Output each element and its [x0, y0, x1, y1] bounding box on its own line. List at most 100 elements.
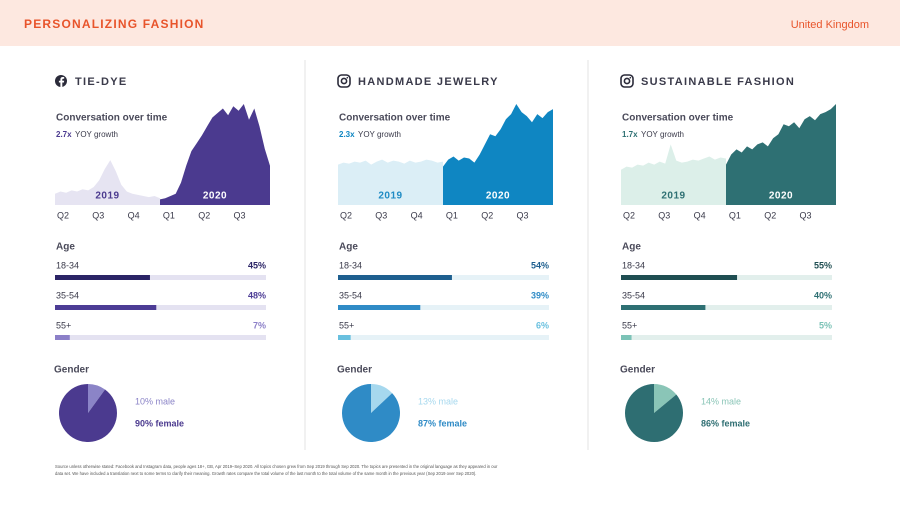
pie-slice — [654, 384, 677, 413]
pie-slice — [625, 384, 683, 442]
panel: TIE-DYE Conversation over time 2.7x YOY gro… — [54, 75, 270, 442]
age-bar — [338, 305, 421, 310]
x-tick-label: Q2 — [623, 210, 635, 220]
age-label: 35-54 — [56, 290, 79, 300]
x-tick-label: Q1 — [163, 210, 175, 220]
series-label: 2019 — [378, 191, 402, 202]
gender-title: Gender — [54, 365, 89, 376]
age-value: 6% — [536, 320, 549, 330]
age-track — [621, 305, 832, 310]
age-label: 35-54 — [622, 290, 645, 300]
gender-title: Gender — [620, 365, 655, 376]
age-value: 45% — [248, 260, 266, 270]
age-label: 35-54 — [339, 290, 362, 300]
chart-title: Conversation over time — [339, 113, 451, 124]
series-label: 2020 — [203, 191, 227, 202]
pie-label: 10% male — [135, 396, 175, 406]
area — [338, 159, 443, 205]
age-value: 48% — [248, 290, 266, 300]
chart-title: Conversation over time — [622, 113, 734, 124]
age-bar — [621, 305, 706, 310]
series-label: 2019 — [661, 191, 685, 202]
age-track — [55, 335, 266, 340]
growth-label: YOY growth — [641, 130, 684, 139]
area — [726, 104, 836, 205]
age-track — [55, 305, 266, 310]
pie-slice — [371, 384, 393, 413]
chart-title: Conversation over time — [56, 113, 168, 124]
age-value: 7% — [253, 320, 266, 330]
age-track — [338, 305, 549, 310]
growth-value: 2.7x — [56, 130, 72, 139]
series-label: 2020 — [486, 191, 510, 202]
pie-label: 87% female — [418, 418, 467, 428]
x-tick-label: Q3 — [92, 210, 104, 220]
instagram-icon — [620, 74, 634, 88]
age-label: 55+ — [622, 320, 637, 330]
x-tick-label: Q4 — [128, 210, 140, 220]
series-label: 2019 — [95, 191, 119, 202]
series-label: 2020 — [769, 191, 793, 202]
panel-title: SUSTAINABLE FASHION — [641, 76, 795, 88]
footnote: Source unless otherwise stated: Facebook… — [55, 464, 498, 469]
age-title: Age — [339, 242, 358, 253]
panel-title: HANDMADE JEWELRY — [358, 76, 499, 88]
growth-value: 1.7x — [622, 130, 638, 139]
pie-slice — [58, 384, 117, 442]
instagram-icon-lens — [340, 77, 348, 85]
x-tick-label: Q2 — [764, 210, 776, 220]
facebook-icon-f — [58, 77, 65, 88]
x-tick-label: Q3 — [658, 210, 670, 220]
area — [621, 144, 726, 205]
age-value: 5% — [819, 320, 832, 330]
panel: SUSTAINABLE FASHION Conversation over tim… — [620, 74, 836, 442]
age-track — [621, 335, 832, 340]
instagram-icon — [337, 74, 351, 88]
x-tick-label: Q2 — [340, 210, 352, 220]
age-label: 55+ — [56, 320, 71, 330]
growth-value: 2.3x — [339, 130, 355, 139]
instagram-icon-lens — [623, 77, 631, 85]
x-tick-label: Q3 — [233, 210, 245, 220]
x-tick-label: Q2 — [481, 210, 493, 220]
pie-slice — [88, 384, 106, 413]
panel: HANDMADE JEWELRY Conversation over time 2.… — [337, 74, 553, 442]
age-label: 18-34 — [622, 260, 645, 270]
x-tick-label: Q2 — [198, 210, 210, 220]
age-value: 54% — [531, 260, 549, 270]
x-tick-label: Q1 — [729, 210, 741, 220]
header-title: PERSONALIZING FASHION — [24, 17, 205, 31]
instagram-icon-dot — [629, 76, 632, 79]
panel-title: TIE-DYE — [75, 76, 128, 88]
age-value: 40% — [814, 290, 832, 300]
age-bar — [55, 305, 157, 310]
x-tick-label: Q4 — [411, 210, 423, 220]
age-bar — [55, 275, 150, 280]
pie-label: 14% male — [701, 396, 741, 406]
growth-label: YOY growth — [75, 130, 118, 139]
pie-slice — [341, 384, 400, 442]
age-value: 55% — [814, 260, 832, 270]
age-label: 18-34 — [56, 260, 79, 270]
header-region: United Kingdom — [791, 19, 869, 31]
age-value: 39% — [531, 290, 549, 300]
x-tick-label: Q3 — [375, 210, 387, 220]
age-track — [55, 275, 266, 280]
age-title: Age — [622, 242, 641, 253]
age-title: Age — [56, 242, 75, 253]
age-label: 55+ — [339, 320, 354, 330]
gender-title: Gender — [337, 365, 372, 376]
x-tick-label: Q3 — [799, 210, 811, 220]
age-label: 18-34 — [339, 260, 362, 270]
instagram-icon-dot — [346, 76, 349, 79]
pie-label: 13% male — [418, 396, 458, 406]
pie-label: 90% female — [135, 418, 184, 428]
header-bar — [0, 0, 900, 46]
pie-label: 86% female — [701, 418, 750, 428]
age-track — [338, 335, 549, 340]
x-tick-label: Q2 — [57, 210, 69, 220]
age-bar — [338, 335, 351, 340]
area — [160, 104, 270, 205]
growth-label: YOY growth — [358, 130, 401, 139]
